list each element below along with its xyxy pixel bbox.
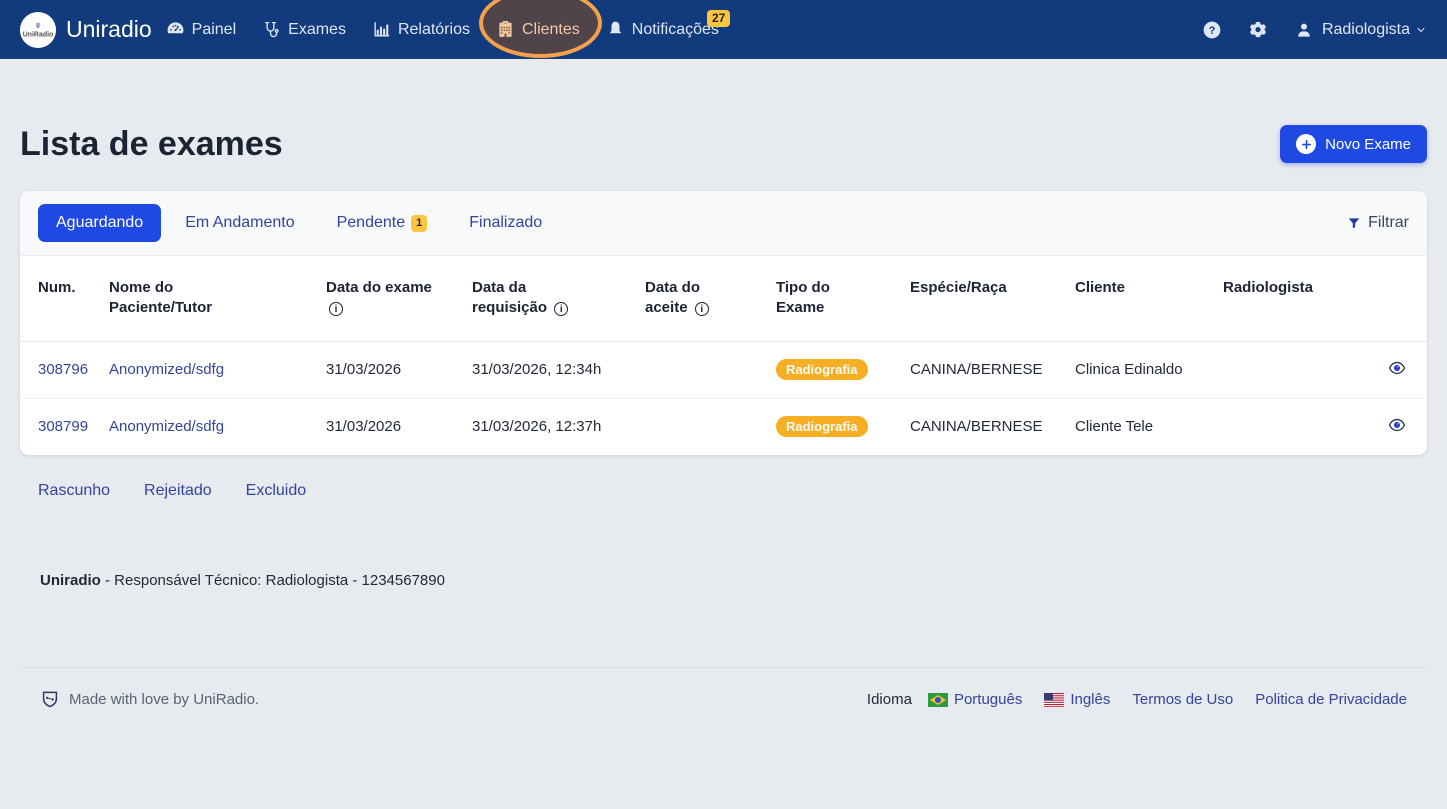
svg-text:H: H [504, 21, 506, 25]
svg-text:UniRadio: UniRadio [23, 31, 54, 38]
svg-text:?: ? [1209, 25, 1216, 37]
